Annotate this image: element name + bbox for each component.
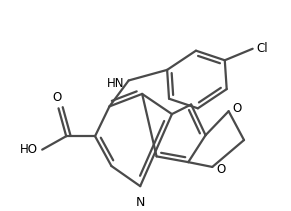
Text: O: O: [52, 91, 61, 104]
Text: HO: HO: [20, 143, 38, 156]
Text: N: N: [136, 196, 145, 209]
Text: Cl: Cl: [256, 42, 268, 55]
Text: O: O: [216, 163, 226, 176]
Text: HN: HN: [107, 77, 124, 90]
Text: O: O: [233, 102, 242, 115]
